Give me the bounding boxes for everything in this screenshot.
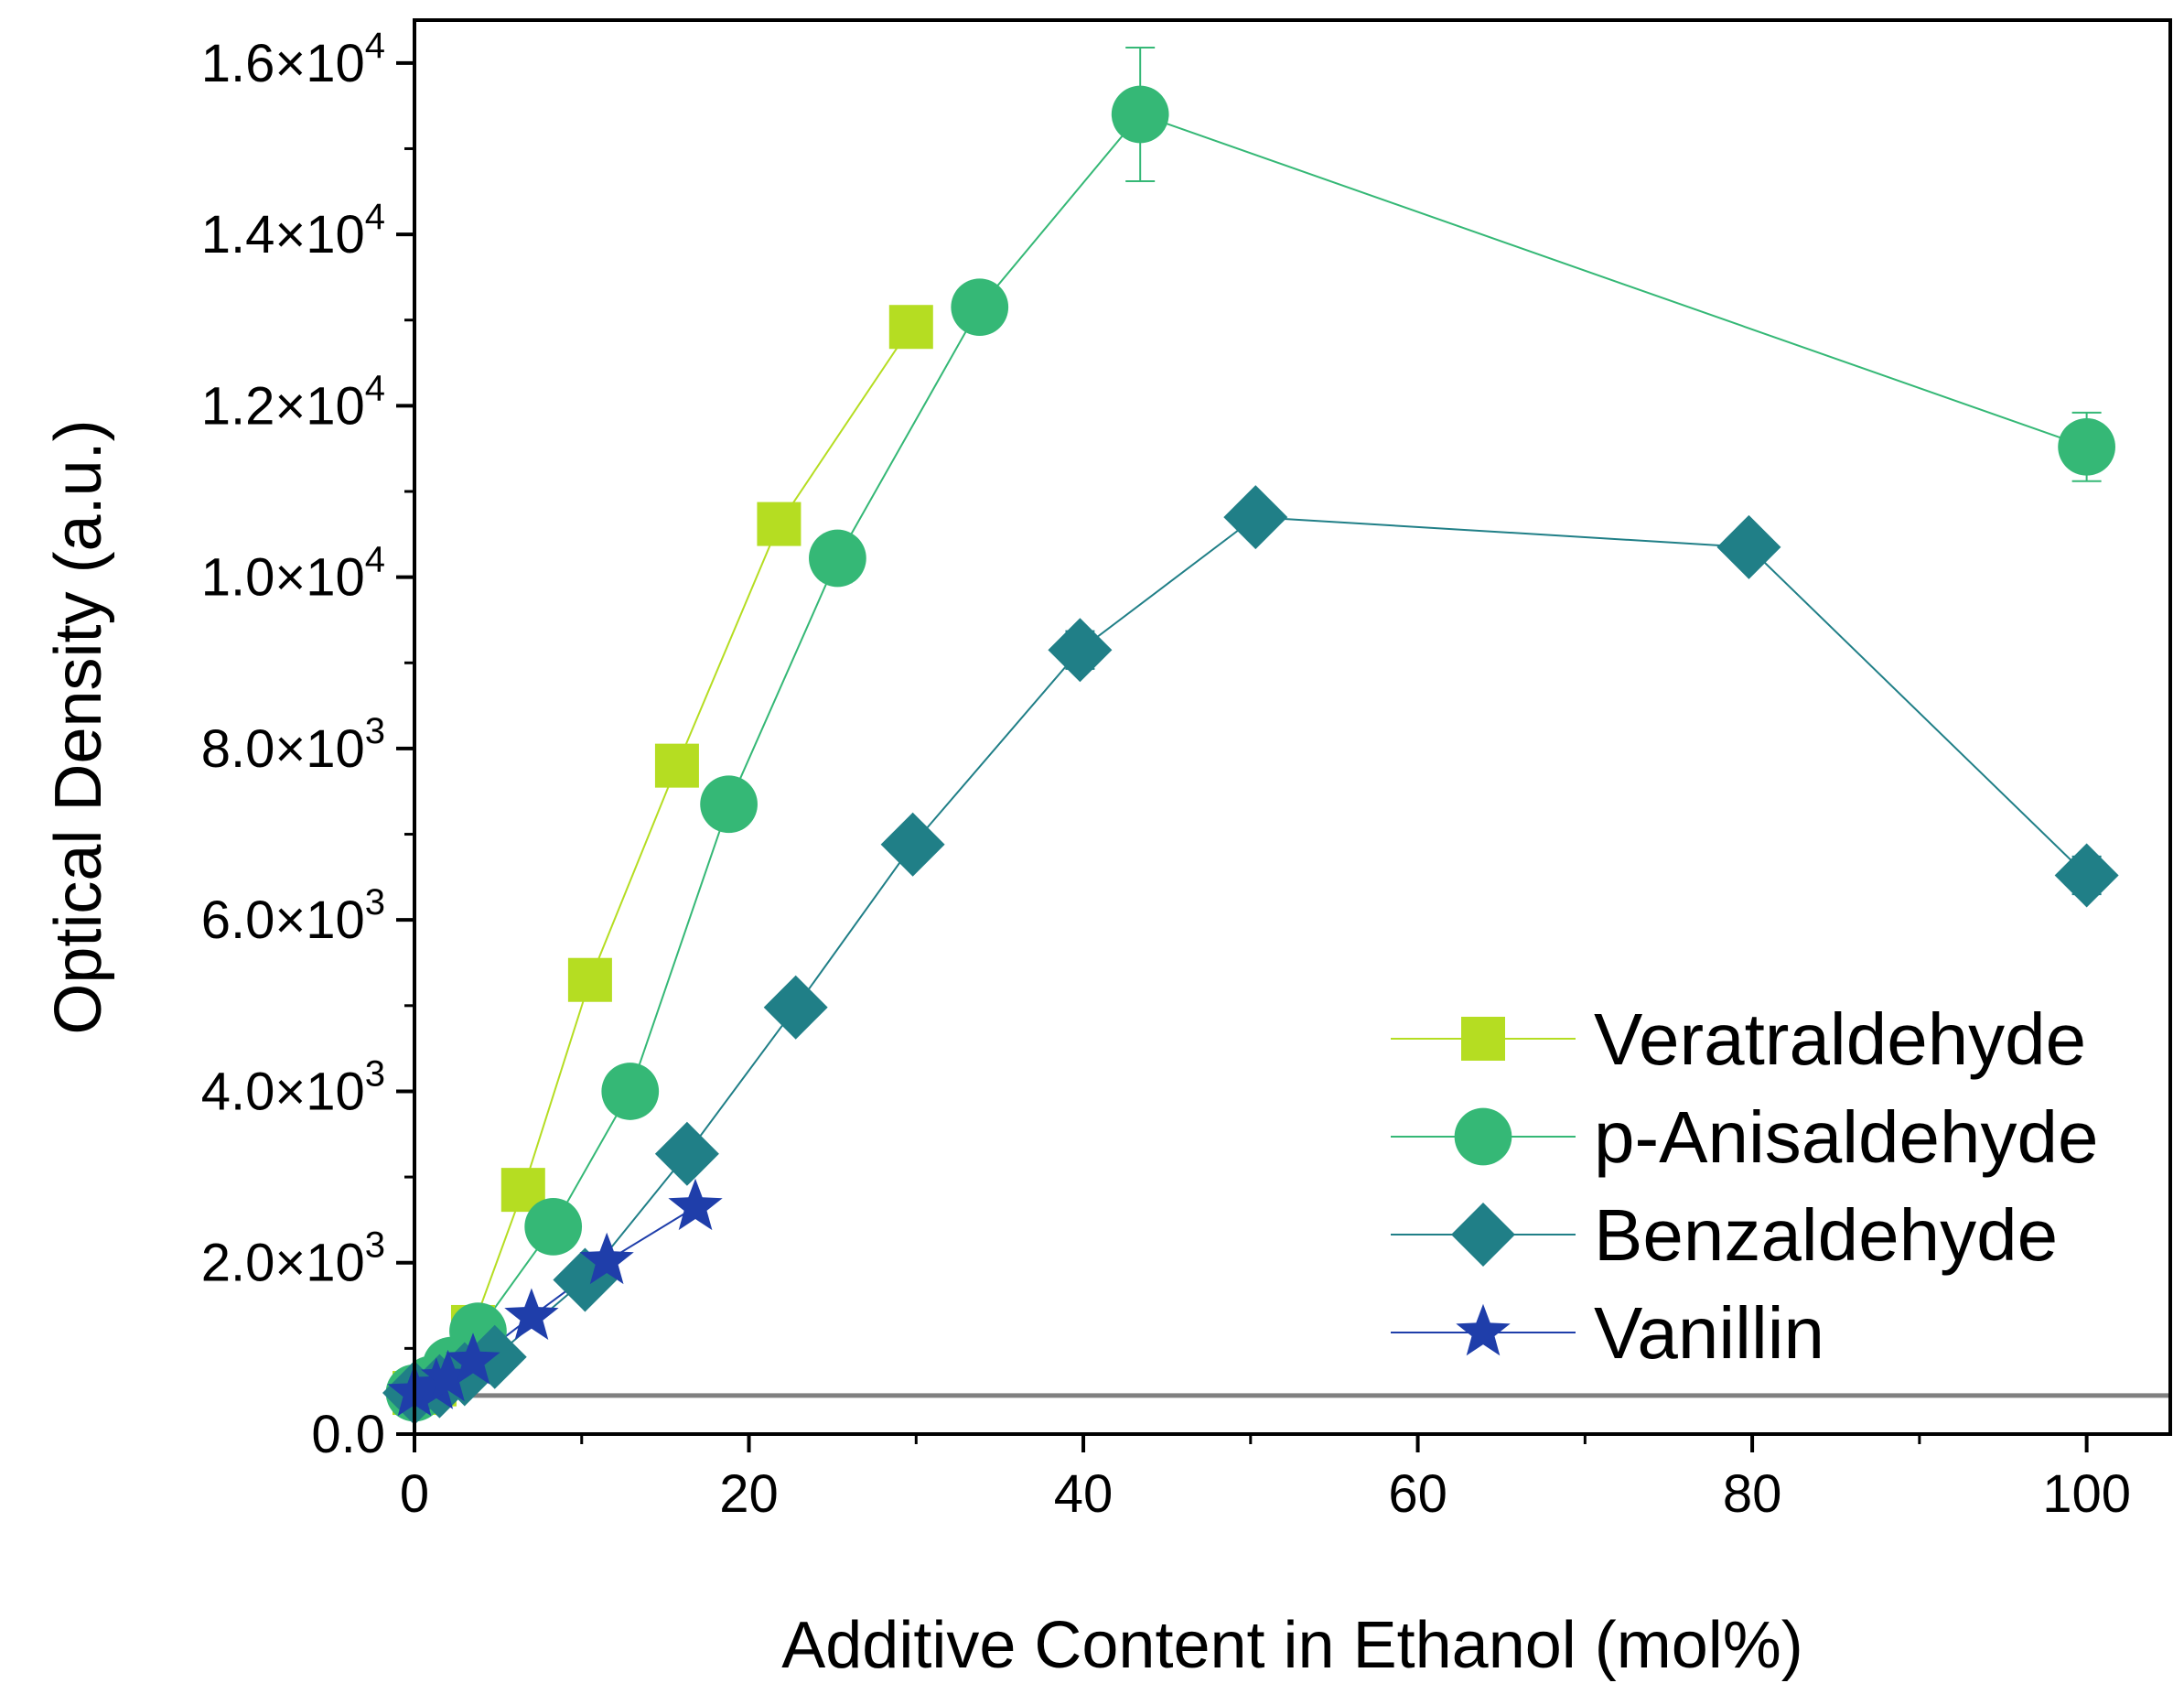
- legend-label-2: Benzaldehyde: [1594, 1194, 2058, 1276]
- data-point: [951, 278, 1009, 337]
- y-tick-label: 0.0: [311, 1405, 385, 1464]
- axis-ticks: [396, 60, 2089, 1452]
- data-point: [1716, 514, 1781, 579]
- x-axis-title: Additive Content in Ethanol (mol%): [781, 1609, 1803, 1682]
- x-tick-label: 20: [719, 1464, 779, 1524]
- legend-marker-0: [1461, 1017, 1505, 1061]
- y-axis-title: Optical Density (a.u.): [42, 419, 115, 1034]
- data-point: [567, 957, 612, 1002]
- x-tick-label: 60: [1388, 1464, 1447, 1524]
- legend: Veratraldehyde p-Anisaldehyde Benzaldehyde…: [1391, 998, 2098, 1374]
- data-point: [504, 1288, 559, 1340]
- legend-marker-3: [1456, 1303, 1511, 1356]
- data-point: [880, 812, 945, 877]
- data-point: [763, 975, 828, 1040]
- y-tick-label: 4.0×103: [201, 1053, 385, 1121]
- y-tick-label: 1.6×104: [201, 26, 385, 93]
- x-tick-label: 80: [1723, 1464, 1782, 1524]
- data-point: [579, 1232, 634, 1285]
- data-point: [700, 775, 758, 834]
- y-tick-label: 1.0×104: [201, 540, 385, 608]
- y-tick-label: 8.0×103: [201, 711, 385, 779]
- x-tick-label: 100: [2042, 1464, 2131, 1524]
- x-tick-label: 0: [400, 1464, 429, 1524]
- data-point: [809, 529, 866, 588]
- x-tick-labels: 0 20 40 60 80 100: [400, 1464, 2131, 1524]
- series-line-0: [414, 326, 912, 1395]
- data-point: [2054, 843, 2119, 908]
- data-point: [668, 1178, 723, 1231]
- data-point: [888, 305, 933, 350]
- data-point: [1111, 85, 1169, 144]
- data-point: [757, 502, 802, 546]
- y-tick-label: 1.4×104: [201, 197, 385, 264]
- y-tick-label: 6.0×103: [201, 882, 385, 950]
- legend-marker-2: [1451, 1203, 1515, 1267]
- y-tick-label: 2.0×103: [201, 1225, 385, 1293]
- data-point: [1223, 485, 1288, 550]
- data-point: [654, 1121, 719, 1186]
- legend-marker-1: [1454, 1107, 1512, 1166]
- legend-label-0: Veratraldehyde: [1594, 998, 2086, 1080]
- data-point: [2058, 417, 2115, 476]
- x-tick-label: 40: [1054, 1464, 1114, 1524]
- legend-label-3: Vanillin: [1594, 1292, 1824, 1374]
- series-markers: [382, 85, 2119, 1426]
- legend-label-1: p-Anisaldehyde: [1594, 1096, 2098, 1178]
- y-tick-label: 1.2×104: [201, 368, 385, 436]
- data-point: [654, 743, 699, 788]
- data-point: [524, 1198, 583, 1256]
- plot-frame: [413, 18, 2172, 1436]
- data-point: [420, 1349, 476, 1402]
- y-tick-labels: 0.0 2.0×103 4.0×103 6.0×103 8.0×103 1.0×104 1.…: [201, 26, 385, 1464]
- data-point: [446, 1333, 500, 1385]
- data-point: [601, 1063, 660, 1120]
- data-point: [1048, 618, 1113, 683]
